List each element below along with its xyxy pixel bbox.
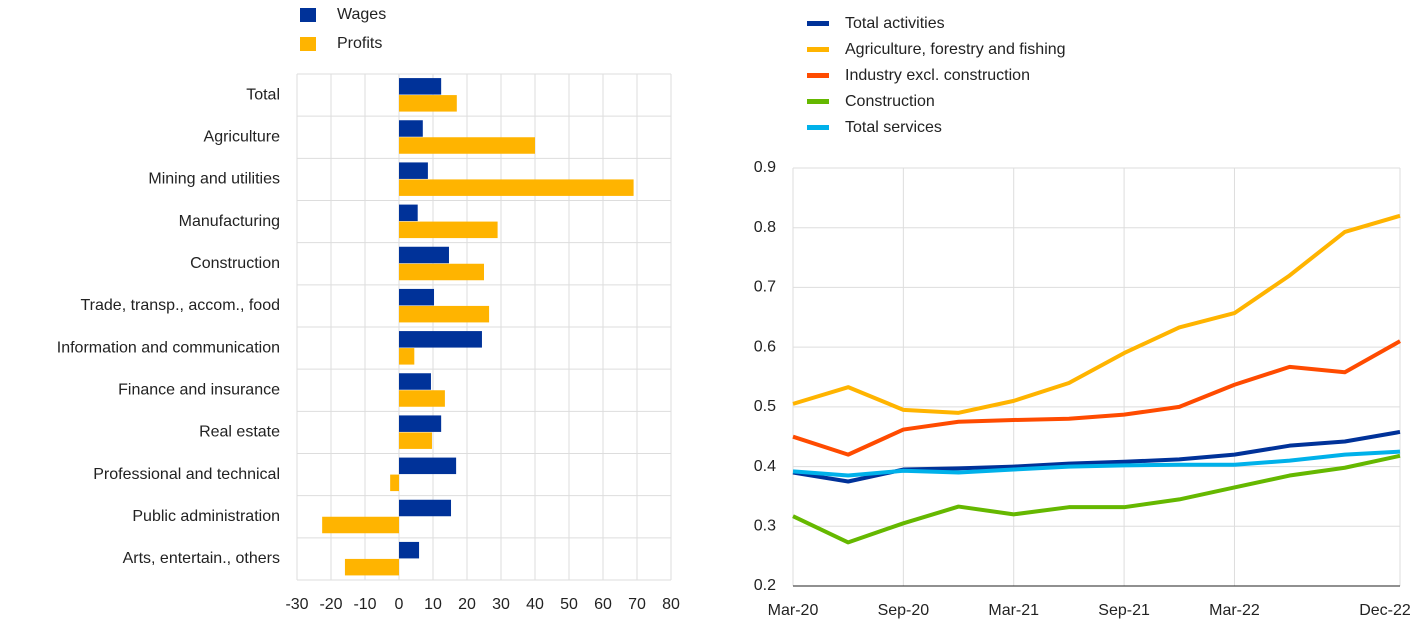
legend-label: Agriculture, forestry and fishing <box>845 41 1066 58</box>
x-tick-label: -10 <box>353 596 376 613</box>
y-tick-label: Trade, transp., accom., food <box>81 297 281 314</box>
bar <box>399 288 435 306</box>
x-tick-label: Mar-20 <box>768 602 819 619</box>
bar <box>399 120 423 137</box>
y-tick-label: Construction <box>190 255 280 272</box>
bar <box>399 541 420 559</box>
legend-swatch <box>807 47 829 52</box>
bar <box>399 415 442 432</box>
bar <box>399 78 442 95</box>
legend-label: Industry excl. construction <box>845 67 1030 84</box>
bar <box>399 179 634 196</box>
legend-label: Construction <box>845 93 935 110</box>
bar <box>399 348 415 365</box>
x-tick-label: 20 <box>458 596 476 613</box>
x-tick-label: 50 <box>560 596 578 613</box>
bar <box>399 305 490 323</box>
bar <box>399 95 457 112</box>
y-tick-label: Professional and technical <box>93 466 280 483</box>
y-tick-label: Mining and utilities <box>148 171 280 188</box>
legend-swatch <box>807 21 829 26</box>
x-tick-label: 80 <box>662 596 680 613</box>
legend-swatch <box>300 8 316 22</box>
y-tick-label: Arts, entertain., others <box>123 550 280 567</box>
y-tick-label: Total <box>246 86 280 103</box>
line <box>792 339 1401 457</box>
x-tick-label: -20 <box>319 596 342 613</box>
x-tick-label: Sep-20 <box>878 602 930 619</box>
x-tick-label: 60 <box>594 596 612 613</box>
y-tick-label: 0.8 <box>754 219 776 236</box>
bar <box>399 457 457 475</box>
x-tick-label: Sep-21 <box>1098 602 1150 619</box>
bar <box>399 373 431 390</box>
line <box>792 213 1401 415</box>
legend-label: Total services <box>845 119 942 136</box>
legend-swatch <box>807 125 829 130</box>
y-tick-label: 0.6 <box>754 338 776 355</box>
legend-swatch <box>300 37 316 51</box>
x-tick-label: 40 <box>526 596 544 613</box>
y-tick-label: Information and communication <box>57 339 280 356</box>
line <box>792 453 1401 545</box>
x-tick-label: 30 <box>492 596 510 613</box>
x-tick-label: Dec-22 <box>1359 602 1411 619</box>
bar <box>399 432 432 449</box>
bar <box>399 204 418 222</box>
y-tick-label: Real estate <box>199 424 280 441</box>
bar <box>399 499 452 517</box>
bar <box>390 474 399 492</box>
bar <box>399 263 484 281</box>
y-tick-label: Agriculture <box>204 128 281 145</box>
x-tick-label: 10 <box>424 596 442 613</box>
legend-label: Wages <box>337 6 386 23</box>
y-tick-label: 0.9 <box>754 159 776 176</box>
bar <box>344 558 399 576</box>
y-tick-label: 0.4 <box>754 458 776 475</box>
y-tick-label: Finance and insurance <box>118 381 280 398</box>
y-tick-label: Manufacturing <box>179 213 280 230</box>
bar <box>399 221 498 239</box>
bar <box>399 331 482 348</box>
line <box>792 449 1401 478</box>
y-tick-label: 0.3 <box>754 518 776 535</box>
y-tick-label: 0.2 <box>754 577 776 594</box>
x-tick-label: Mar-21 <box>988 602 1039 619</box>
legend-label: Profits <box>337 35 382 52</box>
y-tick-label: 0.7 <box>754 279 776 296</box>
bar <box>322 516 399 534</box>
legend-label: Total activities <box>845 15 945 32</box>
x-tick-label: 0 <box>395 596 404 613</box>
bar <box>399 246 449 264</box>
legend-swatch <box>807 73 829 78</box>
y-tick-label: Public administration <box>132 508 280 525</box>
y-tick-label: 0.5 <box>754 398 776 415</box>
x-tick-label: Mar-22 <box>1209 602 1260 619</box>
legend-swatch <box>807 99 829 104</box>
x-tick-label: -30 <box>285 596 308 613</box>
bar <box>399 137 535 154</box>
bar <box>399 162 428 179</box>
x-tick-label: 70 <box>628 596 646 613</box>
bar <box>399 390 445 407</box>
